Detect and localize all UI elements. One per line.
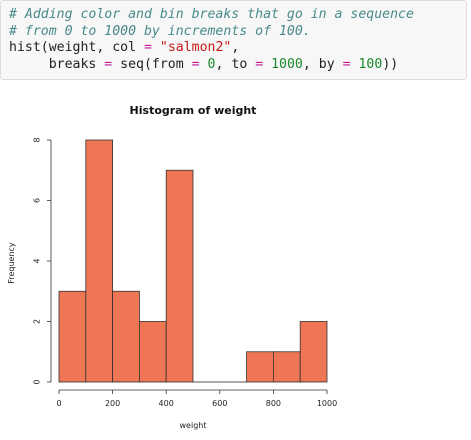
code-line: breaks = seq(from = 0, to = 1000, by = 1… (9, 57, 458, 74)
code-token: # from 0 to 1000 by increments of 100. (9, 23, 311, 39)
code-token (152, 40, 160, 55)
x-tick-label: 1000 (317, 399, 337, 408)
code-token: "salmon2" (159, 40, 232, 55)
code-token: = (191, 56, 200, 72)
code-token: = (104, 56, 113, 72)
x-tick-label: 200 (105, 399, 120, 408)
code-token (263, 57, 271, 72)
code-token: )) (382, 56, 399, 72)
code-token: # Adding color and bin breaks that go in… (9, 7, 414, 22)
histogram-chart: Histogram of weight weight Frequency 0 20… (7, 104, 337, 430)
histogram-bar (85, 139, 114, 383)
code-token: = (143, 40, 152, 55)
code-block: # Adding color and bin breaks that go in… (0, 0, 467, 80)
code-token: = (342, 56, 351, 72)
histogram-bar (112, 290, 140, 383)
code-token: hist(weight, col (9, 40, 144, 55)
chart-title: Histogram of weight (130, 104, 257, 117)
code-token: 100 (358, 56, 383, 72)
x-tick-label: 400 (159, 399, 174, 408)
code-token: 1000 (271, 56, 303, 72)
x-tick-label: 800 (266, 399, 281, 408)
x-tick-label: 0 (56, 399, 61, 408)
code-token: , (231, 40, 240, 55)
x-axis-label: weight (180, 421, 207, 430)
y-tick-label: 0 (33, 379, 42, 384)
y-tick-label: 4 (33, 258, 42, 263)
y-tick-label: 8 (33, 137, 42, 142)
code-token (200, 57, 208, 72)
code-line: # Adding color and bin breaks that go in… (9, 7, 458, 24)
histogram-bar (58, 290, 87, 383)
histogram-bar (272, 351, 301, 383)
histogram-bar (299, 321, 328, 383)
histogram-bar (246, 351, 274, 383)
code-token: , by (302, 56, 343, 72)
code-line: # from 0 to 1000 by increments of 100. (9, 24, 458, 41)
histogram-bar (138, 321, 167, 383)
x-tick-label: 600 (212, 399, 227, 408)
y-tick-label: 6 (33, 198, 42, 203)
code-token: = (255, 56, 264, 72)
code-token: 0 (207, 56, 216, 72)
y-axis-label: Frequency (7, 242, 16, 284)
histogram-bar (165, 169, 194, 383)
y-tick-label: 2 (33, 319, 42, 324)
code-token: , to (215, 56, 256, 72)
code-token: seq(from (112, 56, 192, 72)
code-line: hist(weight, col = "salmon2", (9, 40, 458, 57)
code-token: breaks (9, 56, 105, 72)
